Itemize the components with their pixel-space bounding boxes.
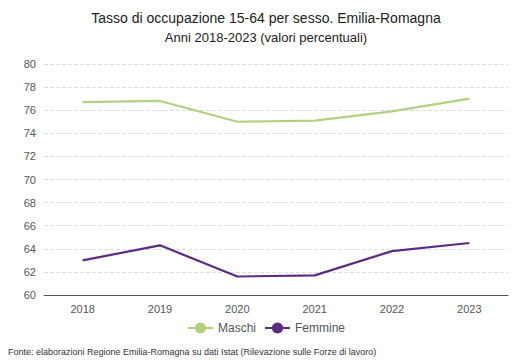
svg-text:2019: 2019: [148, 303, 172, 315]
svg-text:2020: 2020: [225, 303, 249, 315]
svg-text:64: 64: [24, 243, 36, 255]
svg-text:2023: 2023: [457, 303, 481, 315]
svg-text:Fonte: elaborazioni Regione Em: Fonte: elaborazioni Regione Emilia-Romag…: [8, 347, 376, 357]
svg-text:Maschi: Maschi: [218, 321, 256, 335]
svg-text:62: 62: [24, 266, 36, 278]
svg-text:68: 68: [24, 197, 36, 209]
svg-text:78: 78: [24, 81, 36, 93]
svg-text:74: 74: [24, 127, 36, 139]
svg-text:2022: 2022: [380, 303, 404, 315]
svg-text:Anni 2018-2023 (valori percent: Anni 2018-2023 (valori percentuali): [165, 30, 367, 45]
svg-text:2021: 2021: [302, 303, 326, 315]
svg-text:60: 60: [24, 289, 36, 301]
svg-text:76: 76: [24, 104, 36, 116]
svg-text:Tasso di occupazione 15-64 per: Tasso di occupazione 15-64 per sesso. Em…: [91, 10, 441, 26]
svg-text:80: 80: [24, 58, 36, 70]
svg-text:70: 70: [24, 174, 36, 186]
svg-text:72: 72: [24, 150, 36, 162]
svg-text:2018: 2018: [70, 303, 94, 315]
svg-text:Femmine: Femmine: [295, 321, 345, 335]
svg-text:66: 66: [24, 220, 36, 232]
